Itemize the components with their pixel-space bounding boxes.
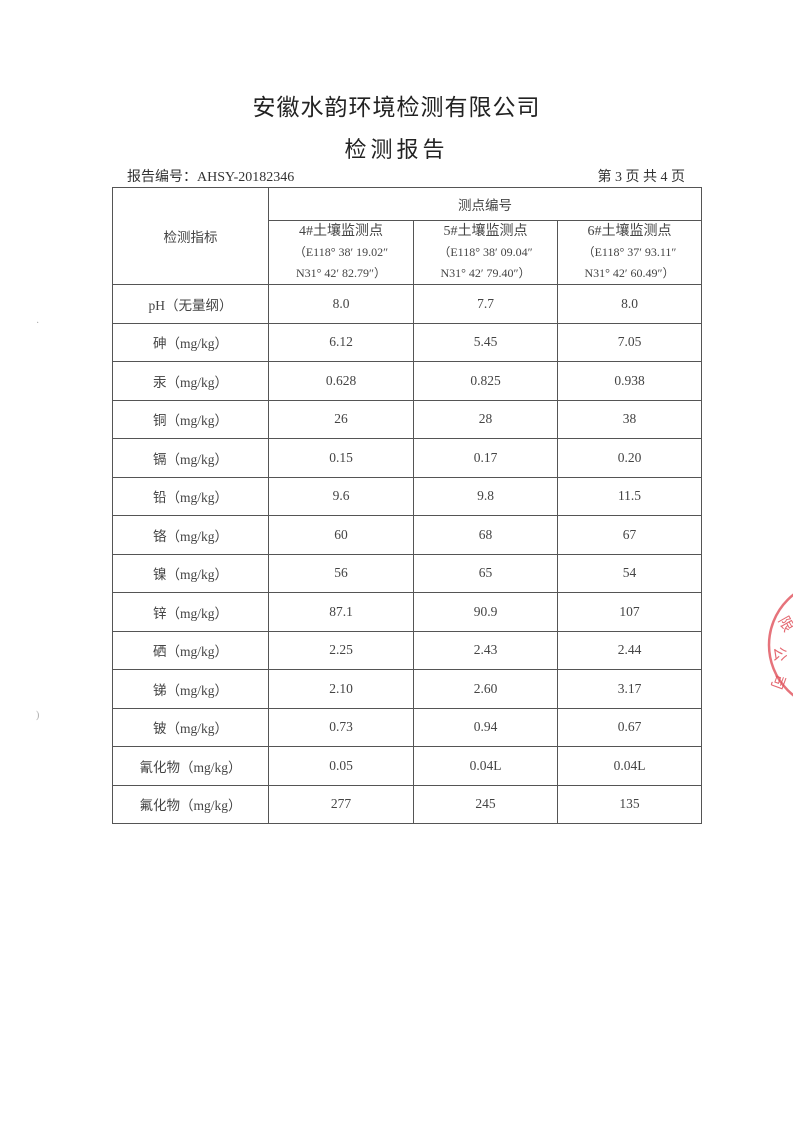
value-cell: 277 [268, 784, 414, 824]
indicator-label: 铅（mg/kg） [112, 476, 269, 516]
company-seal: 限 公 司 [767, 593, 793, 697]
value-cell: 87.1 [268, 592, 414, 632]
value-cell: 245 [413, 784, 558, 824]
report-number: 报告编号：AHSY-20182346 [127, 170, 295, 185]
indicator-label: 镍（mg/kg） [112, 553, 269, 593]
value-cell: 107 [556, 592, 703, 632]
indicator-label: 锑（mg/kg） [112, 669, 269, 709]
indicator-label: 锌（mg/kg） [112, 592, 269, 632]
results-table: 检测指标 测点编号 4#土壤监测点 （E118° 38′ 19.02″ N31° 4… [112, 187, 703, 824]
table-row: 铅（mg/kg） 9.6 9.8 11.5 [112, 476, 703, 516]
value-cell: 65 [413, 553, 558, 593]
indicator-label: 汞（mg/kg） [112, 361, 269, 401]
table-row: 锌（mg/kg） 87.1 90.9 107 [112, 592, 703, 632]
value-cell: 3.17 [556, 669, 703, 709]
value-cell: 2.10 [268, 669, 414, 709]
indicator-label: 铍（mg/kg） [112, 707, 269, 747]
table-row: pH（无量纲） 8.0 7.7 8.0 [112, 284, 703, 324]
indicator-label: 硒（mg/kg） [112, 630, 269, 670]
point-name: 4#土壤监测点 [299, 224, 383, 239]
value-cell: 2.43 [413, 630, 558, 670]
indicator-label: 氰化物（mg/kg） [112, 746, 269, 786]
monitoring-point-header: 6#土壤监测点 （E118° 37′ 93.11″ N31° 42′ 60.49″） [556, 220, 703, 285]
value-cell: 7.05 [556, 322, 703, 362]
value-cell: 2.44 [556, 630, 703, 670]
value-cell: 0.73 [268, 707, 414, 747]
value-cell: 38 [556, 399, 703, 439]
value-cell: 0.05 [268, 746, 414, 786]
value-cell: 2.60 [413, 669, 558, 709]
monitoring-point-header: 4#土壤监测点 （E118° 38′ 19.02″ N31° 42′ 82.79″） [268, 220, 414, 285]
points-header: 测点编号 [267, 187, 703, 221]
value-cell: 0.825 [413, 361, 558, 401]
table-row: 砷（mg/kg） 6.12 5.45 7.05 [112, 322, 703, 362]
value-cell: 26 [268, 399, 414, 439]
table-row: 汞（mg/kg） 0.628 0.825 0.938 [112, 361, 703, 401]
table-row: 氰化物（mg/kg） 0.05 0.04L 0.04L [112, 746, 703, 786]
svg-text:公: 公 [770, 646, 787, 662]
indicator-label: 镉（mg/kg） [112, 438, 269, 478]
indicator-label: pH（无量纲） [112, 284, 269, 324]
value-cell: 0.20 [556, 438, 703, 478]
indicator-header: 检测指标 [112, 187, 269, 285]
company-name: 安徽水韵环境检测有限公司 [252, 95, 541, 121]
point-name: 6#土壤监测点 [587, 224, 672, 239]
table-row: 镍（mg/kg） 56 65 54 [112, 553, 703, 593]
value-cell: 60 [268, 515, 414, 555]
scan-mark: ) [36, 710, 40, 721]
value-cell: 8.0 [268, 284, 414, 324]
point-name: 5#土壤监测点 [443, 224, 528, 239]
table-row: 锑（mg/kg） 2.10 2.60 3.17 [112, 669, 703, 709]
value-cell: 6.12 [268, 322, 414, 362]
point-coord1: （E118° 38′ 09.04″ [438, 245, 533, 259]
value-cell: 67 [556, 515, 703, 555]
value-cell: 68 [413, 515, 558, 555]
value-cell: 0.938 [556, 361, 703, 401]
value-cell: 56 [268, 553, 414, 593]
document-title: 检测报告 [344, 138, 449, 163]
indicator-label: 氟化物（mg/kg） [112, 784, 269, 824]
point-coord2: N31° 42′ 60.49″） [584, 266, 675, 280]
value-cell: 28 [413, 399, 558, 439]
table-row: 硒（mg/kg） 2.25 2.43 2.44 [112, 630, 703, 670]
value-cell: 5.45 [413, 322, 558, 362]
table-row: 氟化物（mg/kg） 277 245 135 [112, 784, 703, 824]
indicator-label: 铜（mg/kg） [112, 399, 269, 439]
table-row: 镉（mg/kg） 0.15 0.17 0.20 [112, 438, 703, 478]
point-coord2: N31° 42′ 82.79″） [295, 266, 387, 280]
monitoring-point-header: 5#土壤监测点 （E118° 38′ 09.04″ N31° 42′ 79.40″） [413, 220, 558, 285]
value-cell: 0.67 [556, 707, 703, 747]
value-cell: 11.5 [556, 476, 703, 516]
value-cell: 9.6 [268, 476, 414, 516]
svg-text:司: 司 [767, 672, 787, 692]
value-cell: 0.04L [556, 746, 703, 786]
value-cell: 54 [556, 553, 703, 593]
value-cell: 9.8 [413, 476, 558, 516]
value-cell: 2.25 [268, 630, 414, 670]
table-row: 铜（mg/kg） 26 28 38 [112, 399, 703, 439]
point-coord1: （E118° 37′ 93.11″ [582, 245, 677, 259]
indicator-label: 铬（mg/kg） [112, 515, 269, 555]
value-cell: 7.7 [413, 284, 558, 324]
table-row: 铍（mg/kg） 0.73 0.94 0.67 [112, 707, 703, 747]
scan-mark: · [36, 318, 40, 329]
value-cell: 0.94 [413, 707, 558, 747]
value-cell: 0.04L [413, 746, 558, 786]
point-coord2: N31° 42′ 79.40″） [440, 266, 531, 280]
point-coord1: （E118° 38′ 19.02″ [293, 245, 389, 259]
value-cell: 0.628 [268, 361, 414, 401]
value-cell: 90.9 [413, 592, 558, 632]
value-cell: 0.17 [413, 438, 558, 478]
value-cell: 0.15 [268, 438, 414, 478]
table-row: 铬（mg/kg） 60 68 67 [112, 515, 703, 555]
value-cell: 135 [556, 784, 703, 824]
value-cell: 8.0 [556, 284, 703, 324]
page-number: 第 3 页 共 4 页 [597, 170, 686, 185]
indicator-label: 砷（mg/kg） [112, 322, 269, 362]
svg-text:限: 限 [775, 614, 793, 636]
